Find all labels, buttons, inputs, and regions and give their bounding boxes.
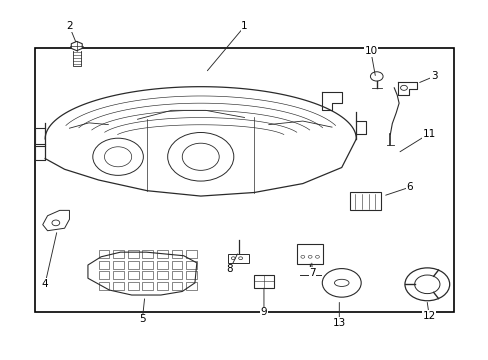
Bar — [113, 250, 123, 258]
Bar — [350, 192, 380, 210]
Bar — [99, 250, 109, 258]
Text: 11: 11 — [422, 129, 435, 139]
Text: 3: 3 — [430, 71, 437, 81]
Text: 10: 10 — [364, 46, 377, 57]
Bar — [186, 250, 197, 258]
Bar — [142, 271, 153, 279]
Bar — [171, 261, 182, 269]
Bar — [127, 261, 138, 269]
Polygon shape — [71, 41, 82, 51]
Text: 4: 4 — [42, 279, 48, 289]
Bar — [142, 250, 153, 258]
Bar — [171, 250, 182, 258]
Bar — [113, 282, 123, 290]
Bar — [113, 271, 123, 279]
Text: 8: 8 — [226, 264, 233, 274]
Circle shape — [370, 72, 382, 81]
Bar — [171, 271, 182, 279]
Bar — [186, 271, 197, 279]
Circle shape — [307, 255, 311, 258]
Bar — [35, 48, 453, 312]
Text: 7: 7 — [308, 268, 315, 278]
Bar — [186, 282, 197, 290]
Bar — [142, 261, 153, 269]
Bar — [127, 271, 138, 279]
Polygon shape — [88, 252, 197, 295]
Bar — [157, 271, 167, 279]
Bar — [186, 261, 197, 269]
Text: 2: 2 — [66, 21, 73, 31]
Bar — [99, 261, 109, 269]
Text: 1: 1 — [241, 21, 247, 31]
Bar — [157, 282, 167, 290]
Bar — [157, 261, 167, 269]
Circle shape — [315, 255, 319, 258]
Circle shape — [238, 257, 242, 260]
Text: 9: 9 — [260, 307, 267, 317]
Bar — [296, 244, 323, 264]
Circle shape — [52, 220, 60, 226]
Bar — [254, 275, 273, 288]
Bar — [113, 261, 123, 269]
Text: 12: 12 — [422, 311, 435, 321]
Circle shape — [231, 257, 235, 260]
Bar — [227, 253, 249, 263]
Bar — [171, 282, 182, 290]
Text: 13: 13 — [332, 318, 345, 328]
Bar — [99, 282, 109, 290]
Bar — [157, 250, 167, 258]
Circle shape — [400, 85, 407, 90]
Circle shape — [322, 269, 361, 297]
Polygon shape — [42, 210, 69, 231]
Circle shape — [404, 268, 449, 301]
Text: 5: 5 — [139, 314, 145, 324]
Circle shape — [414, 275, 439, 294]
Bar — [127, 250, 138, 258]
Text: 6: 6 — [406, 182, 412, 192]
Bar — [127, 282, 138, 290]
Circle shape — [300, 255, 304, 258]
Bar — [142, 282, 153, 290]
Bar — [99, 271, 109, 279]
